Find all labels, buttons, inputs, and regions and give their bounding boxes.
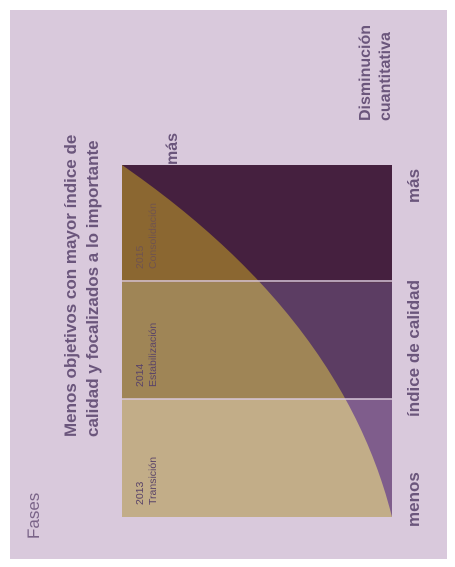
phases-chart: 2013 Transición 2014 Estabilización 2015…	[122, 164, 392, 517]
axis-name-label: índice de calidad	[404, 280, 423, 417]
phase-name: Transición	[147, 456, 160, 505]
axis-high-label: más	[404, 168, 423, 203]
phase-year: 2014	[134, 363, 146, 387]
phases-graphic	[122, 164, 392, 517]
phase-label-2013: 2013 Transición	[134, 457, 160, 505]
rotated-content: Fases Menos objetivos con mayor índice d…	[10, 10, 447, 559]
phase-column-2013	[122, 399, 392, 517]
slide-title: Fases	[24, 492, 43, 539]
headline: Menos objetivos con mayor índice de cali…	[61, 134, 103, 437]
axis-low-label: menos	[404, 472, 423, 527]
phase-name: Consolidación	[147, 203, 160, 269]
phase-name: Estabilización	[147, 322, 160, 387]
slide: Fases Menos objetivos con mayor índice d…	[10, 10, 447, 559]
phase-label-2015: 2015 Consolidación	[134, 203, 160, 269]
phase-year: 2015	[134, 245, 146, 269]
quantitative-decrease-label: Disminución cuantitativa	[357, 24, 394, 121]
phase-year: 2013	[134, 481, 146, 505]
more-label-top: más	[164, 132, 181, 165]
phase-label-2014: 2014 Estabilización	[134, 323, 160, 387]
